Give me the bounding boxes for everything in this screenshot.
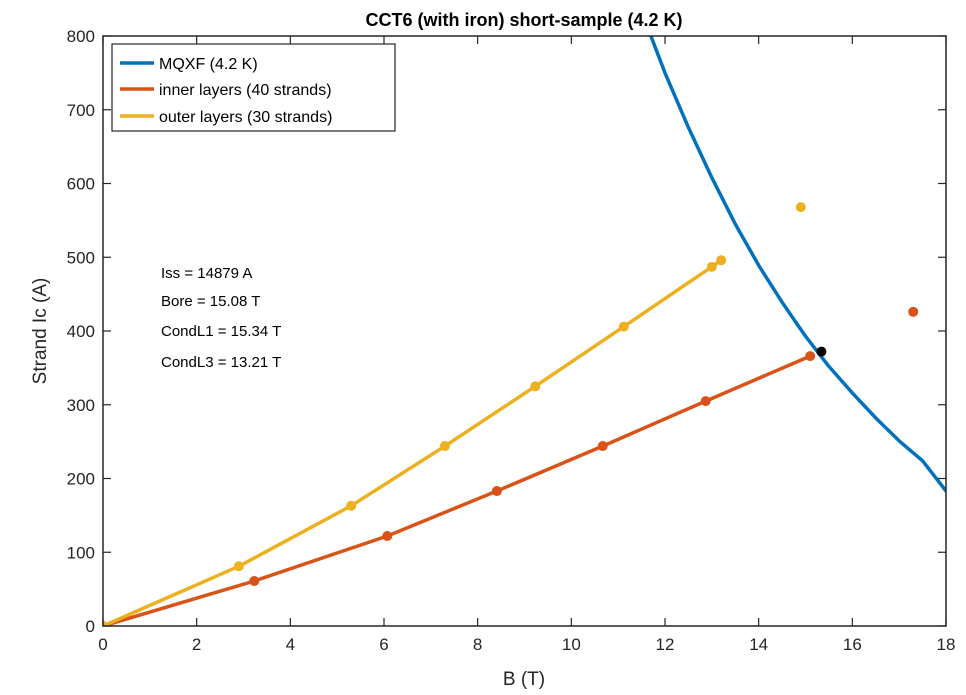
- series-2-point-1: [233, 561, 244, 572]
- legend-label-outer: outer layers (30 strands): [159, 109, 332, 126]
- x-axis-label: B (T): [503, 669, 545, 690]
- series-line-2: [103, 258, 723, 626]
- x-tick-label-6: 12: [656, 635, 675, 654]
- x-tick-label-0: 0: [98, 635, 107, 654]
- x-tick-label-8: 16: [843, 635, 862, 654]
- y-tick-label-0: 0: [86, 617, 95, 636]
- legend: MQXF (4.2 K) inner layers (40 strands) o…: [111, 43, 396, 132]
- annotation-bore: Bore = 15.08 T: [161, 293, 260, 310]
- y-tick-label-2: 200: [67, 470, 95, 489]
- series-2-point-6: [706, 261, 717, 272]
- x-tick-label-5: 10: [562, 635, 581, 654]
- series-2-point-5: [618, 321, 629, 332]
- y-tick-label-7: 700: [67, 101, 95, 120]
- series-1-point-1: [249, 576, 260, 587]
- y-axis-label: Strand Ic (A): [30, 278, 51, 385]
- y-tick-label-6: 600: [67, 175, 95, 194]
- extra-point-0: [795, 202, 806, 213]
- x-tick-label-7: 14: [749, 635, 768, 654]
- legend-box: [111, 43, 396, 132]
- series-line-0: [649, 36, 946, 493]
- series-2-point-4: [530, 381, 541, 392]
- annotation-iss: Iss = 14879 A: [161, 265, 252, 282]
- series-1-point-2: [382, 531, 393, 542]
- ticks-layer: 0 2 4 6 8 10 12 14 16 18 0 100 200 300 400 500 600 700 800: [67, 27, 956, 654]
- legend-label-mqxf: MQXF (4.2 K): [159, 56, 258, 73]
- series-2-point-7: [716, 255, 727, 266]
- series-2-point-0: [103, 621, 108, 626]
- extra-point-2: [816, 346, 827, 357]
- extra-point-1: [908, 306, 919, 317]
- series-2-point-3: [439, 441, 450, 452]
- y-tick-label-4: 400: [67, 322, 95, 341]
- y-tick-label-8: 800: [67, 27, 95, 46]
- annotations: Iss = 14879 A Bore = 15.08 T CondL1 = 15…: [161, 265, 281, 371]
- series-1-point-4: [597, 441, 608, 452]
- series-1-point-6: [805, 351, 816, 362]
- chart-title: CCT6 (with iron) short-sample (4.2 K): [365, 10, 682, 30]
- y-tick-label-1: 100: [67, 543, 95, 562]
- plot-area: [103, 36, 946, 626]
- y-tick-label-3: 300: [67, 396, 95, 415]
- x-tick-label-1: 2: [192, 635, 201, 654]
- x-tick-label-3: 6: [379, 635, 388, 654]
- x-tick-label-4: 8: [473, 635, 482, 654]
- y-tick-label-5: 500: [67, 248, 95, 267]
- legend-label-inner: inner layers (40 strands): [159, 82, 332, 99]
- series-2-point-2: [346, 500, 357, 511]
- x-tick-label-9: 18: [937, 635, 956, 654]
- annotation-condl1: CondL1 = 15.34 T: [161, 323, 281, 340]
- series-1-point-3: [491, 486, 502, 497]
- x-tick-label-2: 4: [286, 635, 295, 654]
- annotation-condl3: CondL3 = 13.21 T: [161, 354, 281, 371]
- series-1-point-5: [700, 396, 711, 407]
- points-layer: [103, 202, 919, 626]
